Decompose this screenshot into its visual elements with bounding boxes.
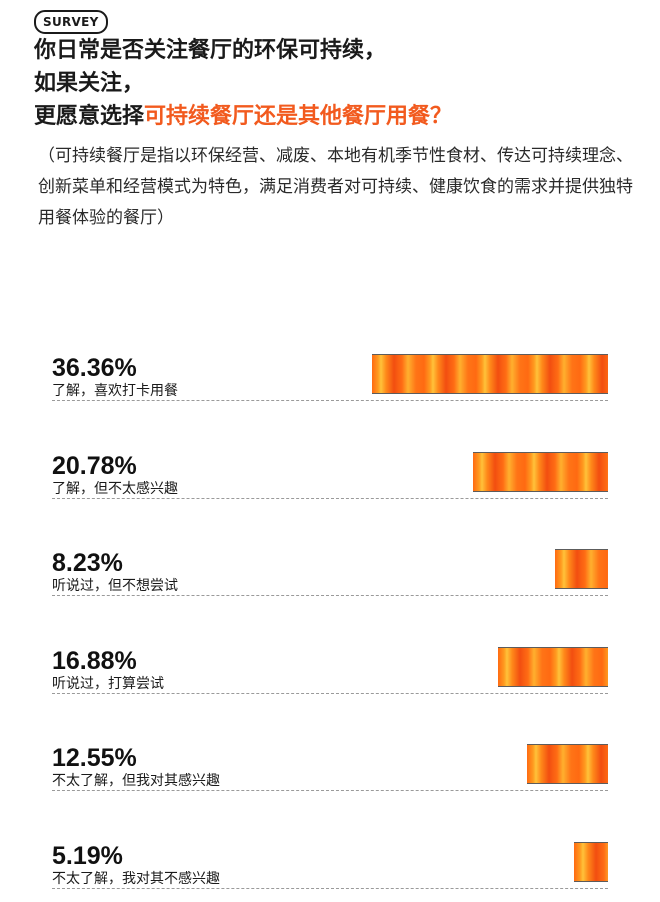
- question-line-1: 你日常是否关注餐厅的环保可持续，: [34, 38, 387, 63]
- dashed-leader-line: [52, 692, 608, 694]
- bar: [527, 744, 608, 784]
- value-label: 12.55%: [52, 744, 137, 772]
- dashed-leader-line: [52, 790, 608, 791]
- question-line-3-highlight: 可持续餐厅还是其他餐厅用餐？: [144, 104, 453, 129]
- dashed-leader-line: [52, 595, 608, 596]
- category-label: 不太了解，但我对其感兴趣: [52, 772, 228, 790]
- bar-row: 36.36% 了解，喜欢打卡用餐: [52, 354, 608, 414]
- category-label: 听说过，但不想尝试: [52, 577, 186, 595]
- category-label: 了解，喜欢打卡用餐: [52, 382, 186, 400]
- bar-row: 20.78% 了解，但不太感兴趣: [52, 451, 608, 512]
- question-line-2: 如果关注，: [34, 71, 145, 96]
- value-label: 20.78%: [52, 451, 137, 480]
- value-label: 36.36%: [52, 354, 137, 382]
- bar: [372, 354, 608, 394]
- bar-row: 8.23% 听说过，但不想尝试: [52, 549, 608, 609]
- bar-row: 5.19% 不太了解，我对其不感兴趣: [52, 841, 608, 902]
- survey-badge: SURVEY: [34, 10, 108, 34]
- bar: [574, 841, 608, 882]
- bar-row: 12.55% 不太了解，但我对其感兴趣: [52, 744, 608, 804]
- dashed-leader-line: [52, 887, 608, 889]
- bar: [473, 451, 608, 492]
- dashed-leader-line: [52, 400, 608, 401]
- bar: [555, 549, 608, 589]
- dashed-leader-line: [52, 497, 608, 499]
- definition-note: （可持续餐厅是指以环保经营、减废、本地有机季节性食材、传达可持续理念、创新菜单和…: [38, 146, 633, 228]
- bar: [498, 646, 608, 687]
- bar-row: 16.88% 听说过，打算尝试: [52, 646, 608, 707]
- category-label: 听说过，打算尝试: [52, 674, 172, 693]
- category-label: 了解，但不太感兴趣: [52, 479, 186, 498]
- value-label: 5.19%: [52, 841, 123, 870]
- value-label: 16.88%: [52, 646, 137, 675]
- category-label: 不太了解，我对其不感兴趣: [52, 869, 228, 888]
- question-line-3-prefix: 更愿意选择: [34, 104, 145, 129]
- value-label: 8.23%: [52, 549, 123, 577]
- question-title: 你日常是否关注餐厅的环保可持续， 如果关注， 更愿意选择可持续餐厅还是其他餐厅用…: [34, 34, 634, 133]
